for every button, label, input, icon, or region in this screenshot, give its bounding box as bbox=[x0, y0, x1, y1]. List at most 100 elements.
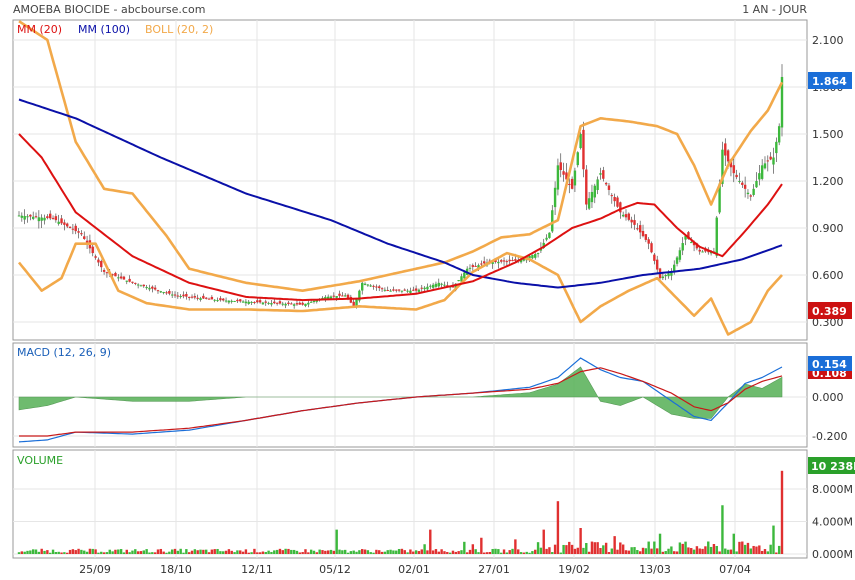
candle-body bbox=[647, 239, 650, 244]
candle-body bbox=[457, 280, 460, 282]
volume-bar bbox=[460, 550, 463, 554]
candle-body bbox=[400, 290, 404, 292]
candle-body bbox=[309, 301, 313, 303]
volume-bar bbox=[100, 551, 103, 554]
candle-body bbox=[704, 249, 707, 252]
volume-bar bbox=[630, 547, 633, 554]
volume-bar bbox=[85, 551, 89, 554]
candle-body bbox=[437, 282, 440, 287]
volume-bar bbox=[619, 542, 622, 554]
volume-bar bbox=[37, 551, 41, 554]
volume-bar bbox=[701, 548, 704, 554]
candle-body bbox=[34, 216, 38, 218]
volume-bar bbox=[587, 551, 591, 554]
volume-bar bbox=[423, 544, 426, 554]
candle-body bbox=[556, 165, 560, 190]
volume-bar bbox=[230, 550, 233, 554]
volume-bar bbox=[26, 550, 29, 554]
candle-body bbox=[403, 289, 406, 291]
candle-body bbox=[233, 301, 236, 303]
candle-body bbox=[352, 301, 355, 307]
candle-body bbox=[718, 183, 721, 213]
volume-bar bbox=[536, 542, 540, 554]
candle-body bbox=[307, 302, 310, 305]
volume-bar bbox=[772, 525, 775, 554]
volume-bar bbox=[724, 548, 727, 554]
volume-bar bbox=[698, 548, 701, 554]
candle-body bbox=[721, 149, 724, 184]
volume-bar bbox=[454, 551, 458, 554]
volume-bar bbox=[131, 550, 134, 554]
candle-body bbox=[267, 302, 270, 304]
candle-body bbox=[613, 196, 616, 202]
candle-body bbox=[71, 228, 75, 230]
candle-body bbox=[389, 290, 392, 292]
last-price-badge: 1.864 bbox=[808, 72, 852, 89]
volume-bar bbox=[355, 551, 358, 554]
candle-body bbox=[687, 232, 690, 239]
candle-body bbox=[633, 220, 636, 225]
candle-body bbox=[568, 183, 571, 185]
candle-body bbox=[749, 195, 752, 197]
candle-body bbox=[51, 217, 55, 219]
candle-body bbox=[258, 300, 262, 303]
candle-body bbox=[54, 216, 58, 221]
candle-body bbox=[222, 298, 225, 301]
candle-body bbox=[463, 272, 466, 279]
volume-bar bbox=[207, 552, 211, 554]
legend-ma20: MM (20) bbox=[17, 23, 62, 36]
candle-body bbox=[514, 259, 517, 261]
volume-bar bbox=[755, 546, 758, 554]
volume-bar bbox=[227, 549, 231, 554]
candle-body bbox=[332, 295, 336, 297]
volume-bar bbox=[77, 548, 80, 554]
candle-body bbox=[165, 292, 168, 294]
volume-bar bbox=[548, 547, 551, 554]
volume-bar bbox=[471, 544, 475, 554]
candle-body bbox=[423, 287, 426, 290]
candle-body bbox=[241, 301, 245, 303]
candle-body bbox=[412, 289, 415, 291]
volume-bar bbox=[372, 552, 375, 554]
candle-body bbox=[304, 303, 307, 306]
legend-ma100: MM (100) bbox=[78, 23, 130, 36]
volume-bar bbox=[304, 549, 307, 554]
volume-bar bbox=[562, 544, 565, 554]
volume-bar bbox=[170, 549, 174, 554]
candle-body bbox=[100, 261, 103, 268]
volume-bar bbox=[383, 551, 387, 554]
volume-bar bbox=[777, 545, 781, 554]
volume-bar bbox=[312, 550, 316, 554]
volume-bar bbox=[505, 552, 509, 554]
volume-bar bbox=[664, 551, 667, 554]
volume-bar bbox=[732, 533, 735, 554]
volume-bar bbox=[395, 550, 398, 554]
candle-body bbox=[270, 303, 273, 305]
volume-bar bbox=[525, 551, 528, 554]
candle-body bbox=[551, 210, 554, 232]
candle-body bbox=[182, 294, 185, 297]
volume-bar bbox=[414, 550, 418, 554]
candle-body bbox=[43, 217, 46, 221]
candle-body bbox=[97, 259, 100, 263]
volume-bar bbox=[281, 550, 284, 554]
volume-bar bbox=[83, 550, 86, 554]
candle-body bbox=[57, 221, 60, 224]
volume-bar bbox=[743, 544, 747, 554]
candle-body bbox=[431, 284, 435, 288]
candle-body bbox=[491, 262, 494, 264]
candle-body bbox=[295, 303, 299, 305]
volume-bar bbox=[179, 548, 182, 554]
volume-badge: 10 238K bbox=[808, 457, 855, 474]
candle-body bbox=[460, 276, 463, 282]
candle-body bbox=[741, 182, 744, 185]
volume-bar bbox=[389, 549, 392, 554]
candle-body bbox=[579, 134, 582, 149]
candle-body bbox=[582, 129, 585, 170]
volume-bar bbox=[406, 552, 409, 554]
candle-body bbox=[670, 271, 673, 276]
volume-bar bbox=[667, 548, 670, 554]
volume-bar bbox=[514, 539, 517, 554]
volume-bar bbox=[151, 552, 154, 554]
macd-tick-label: -0.200 bbox=[812, 430, 847, 443]
